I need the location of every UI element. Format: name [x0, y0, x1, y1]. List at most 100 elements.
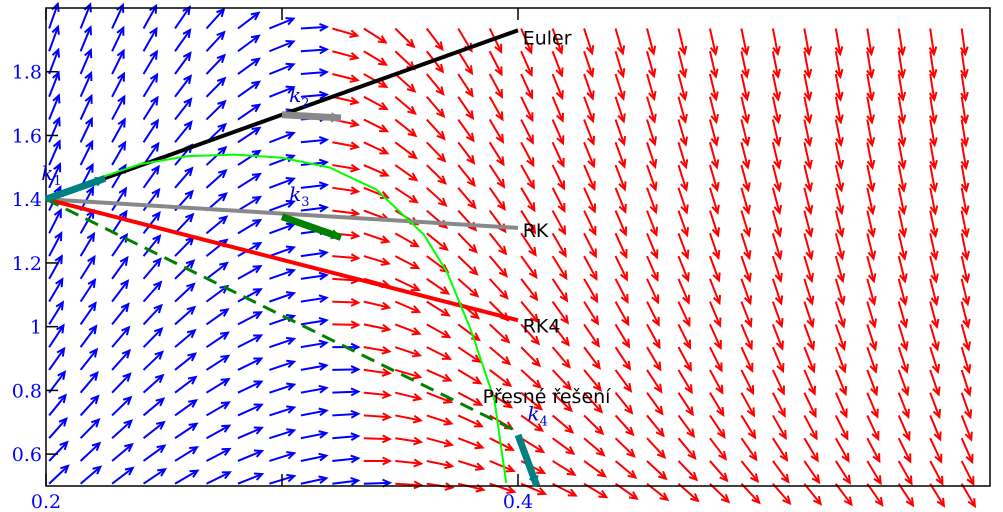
- field-arrow-head: [772, 136, 782, 148]
- field-arrow: [772, 437, 789, 463]
- field-arrow-head: [216, 30, 226, 41]
- field-arrow-head: [592, 359, 601, 370]
- field-arrow-head: [811, 474, 821, 485]
- field-arrow-head: [381, 301, 392, 311]
- field-arrow: [583, 73, 595, 101]
- field-arrow-head: [253, 403, 264, 412]
- field-arrow: [803, 210, 814, 238]
- field-arrow: [48, 277, 64, 303]
- field-arrow: [48, 416, 68, 439]
- field-arrow: [897, 28, 906, 57]
- field-arrow-head: [188, 422, 199, 432]
- field-arrow-shaft: [111, 50, 125, 75]
- field-arrow: [614, 255, 628, 282]
- field-arrow-head: [746, 385, 755, 396]
- field-arrow: [394, 346, 423, 358]
- field-arrow-head: [350, 163, 361, 173]
- field-arrow-shaft: [614, 28, 624, 54]
- field-arrow: [426, 232, 449, 252]
- field-arrow-shaft: [426, 391, 452, 403]
- field-arrow: [740, 255, 752, 283]
- field-arrow-shaft: [520, 96, 534, 121]
- field-arrow: [709, 369, 724, 395]
- field-arrow-head: [120, 302, 130, 313]
- field-arrow-shaft: [111, 420, 133, 439]
- field-arrow-shaft: [897, 369, 909, 395]
- field-arrow: [269, 336, 297, 349]
- field-arrow-shaft: [834, 301, 845, 327]
- field-arrow-head: [526, 157, 535, 168]
- field-arrow-shaft: [394, 164, 418, 181]
- field-arrow-head: [869, 341, 878, 352]
- field-arrow-shaft: [205, 77, 226, 98]
- field-arrow-shaft: [205, 31, 225, 52]
- field-arrow-shaft: [834, 369, 847, 395]
- field-arrow: [677, 255, 690, 283]
- field-arrow-shaft: [457, 141, 475, 164]
- field-arrow-shaft: [363, 368, 390, 375]
- field-arrow-head: [250, 34, 261, 44]
- field-arrow: [771, 73, 782, 102]
- field-arrow: [48, 116, 61, 143]
- field-arrow-head: [654, 405, 664, 416]
- field-arrow-shaft: [48, 441, 68, 462]
- field-arrow-shaft: [79, 395, 99, 417]
- field-arrow-head: [318, 271, 329, 281]
- field-arrow-shaft: [614, 141, 626, 168]
- field-arrow: [551, 164, 565, 191]
- field-arrow-shaft: [174, 422, 198, 440]
- field-arrow: [237, 472, 265, 485]
- field-arrow: [332, 320, 361, 330]
- field-arrow-shaft: [740, 142, 749, 168]
- field-arrow-shaft: [426, 118, 446, 140]
- field-arrow-shaft: [646, 414, 665, 437]
- field-arrow-shaft: [803, 301, 814, 327]
- field-arrow-head: [219, 308, 230, 317]
- field-arrow-shaft: [552, 460, 576, 476]
- field-arrow: [929, 437, 943, 464]
- field-arrow-head: [961, 296, 971, 307]
- field-arrow-head: [562, 380, 572, 391]
- field-arrow-shaft: [583, 460, 606, 478]
- field-arrow-shaft: [489, 346, 511, 365]
- field-arrow-head: [618, 203, 627, 215]
- field-arrow: [583, 187, 596, 214]
- field-arrow: [269, 291, 297, 303]
- field-arrow-shaft: [583, 232, 597, 257]
- field-arrow: [174, 51, 192, 75]
- field-arrow-head: [57, 370, 67, 380]
- field-arrow-head: [690, 493, 700, 503]
- field-arrow-head: [742, 182, 751, 193]
- field-arrow: [332, 253, 361, 263]
- field-arrow: [300, 317, 329, 326]
- field-arrow-shaft: [771, 51, 779, 77]
- field-arrow: [677, 346, 692, 373]
- field-arrow: [740, 437, 758, 462]
- field-arrow: [551, 232, 567, 258]
- field-arrow: [332, 186, 361, 195]
- field-arrow-shaft: [142, 5, 158, 29]
- field-arrow: [363, 300, 392, 311]
- field-arrow-head: [189, 469, 200, 478]
- field-arrow: [928, 51, 938, 80]
- field-arrow: [803, 414, 818, 441]
- field-arrow: [237, 11, 261, 30]
- field-arrow-shaft: [646, 460, 667, 480]
- field-arrow-shaft: [583, 164, 596, 190]
- field-arrow-head: [872, 453, 881, 464]
- field-arrow-head: [439, 241, 449, 252]
- field-arrow-shaft: [960, 187, 968, 214]
- field-arrow-shaft: [803, 392, 817, 417]
- field-arrow: [205, 169, 228, 189]
- y-tick-label: 1.8: [12, 62, 42, 84]
- field-arrow-head: [216, 76, 227, 87]
- field-arrow: [363, 118, 390, 133]
- field-arrow-shaft: [834, 51, 842, 78]
- field-arrow-shaft: [771, 301, 783, 327]
- field-arrow: [897, 278, 908, 307]
- field-arrow: [614, 73, 626, 101]
- field-arrow-head: [528, 246, 537, 257]
- field-arrow-head: [649, 226, 659, 237]
- field-arrow-head: [187, 375, 198, 385]
- field-arrow-head: [680, 204, 689, 215]
